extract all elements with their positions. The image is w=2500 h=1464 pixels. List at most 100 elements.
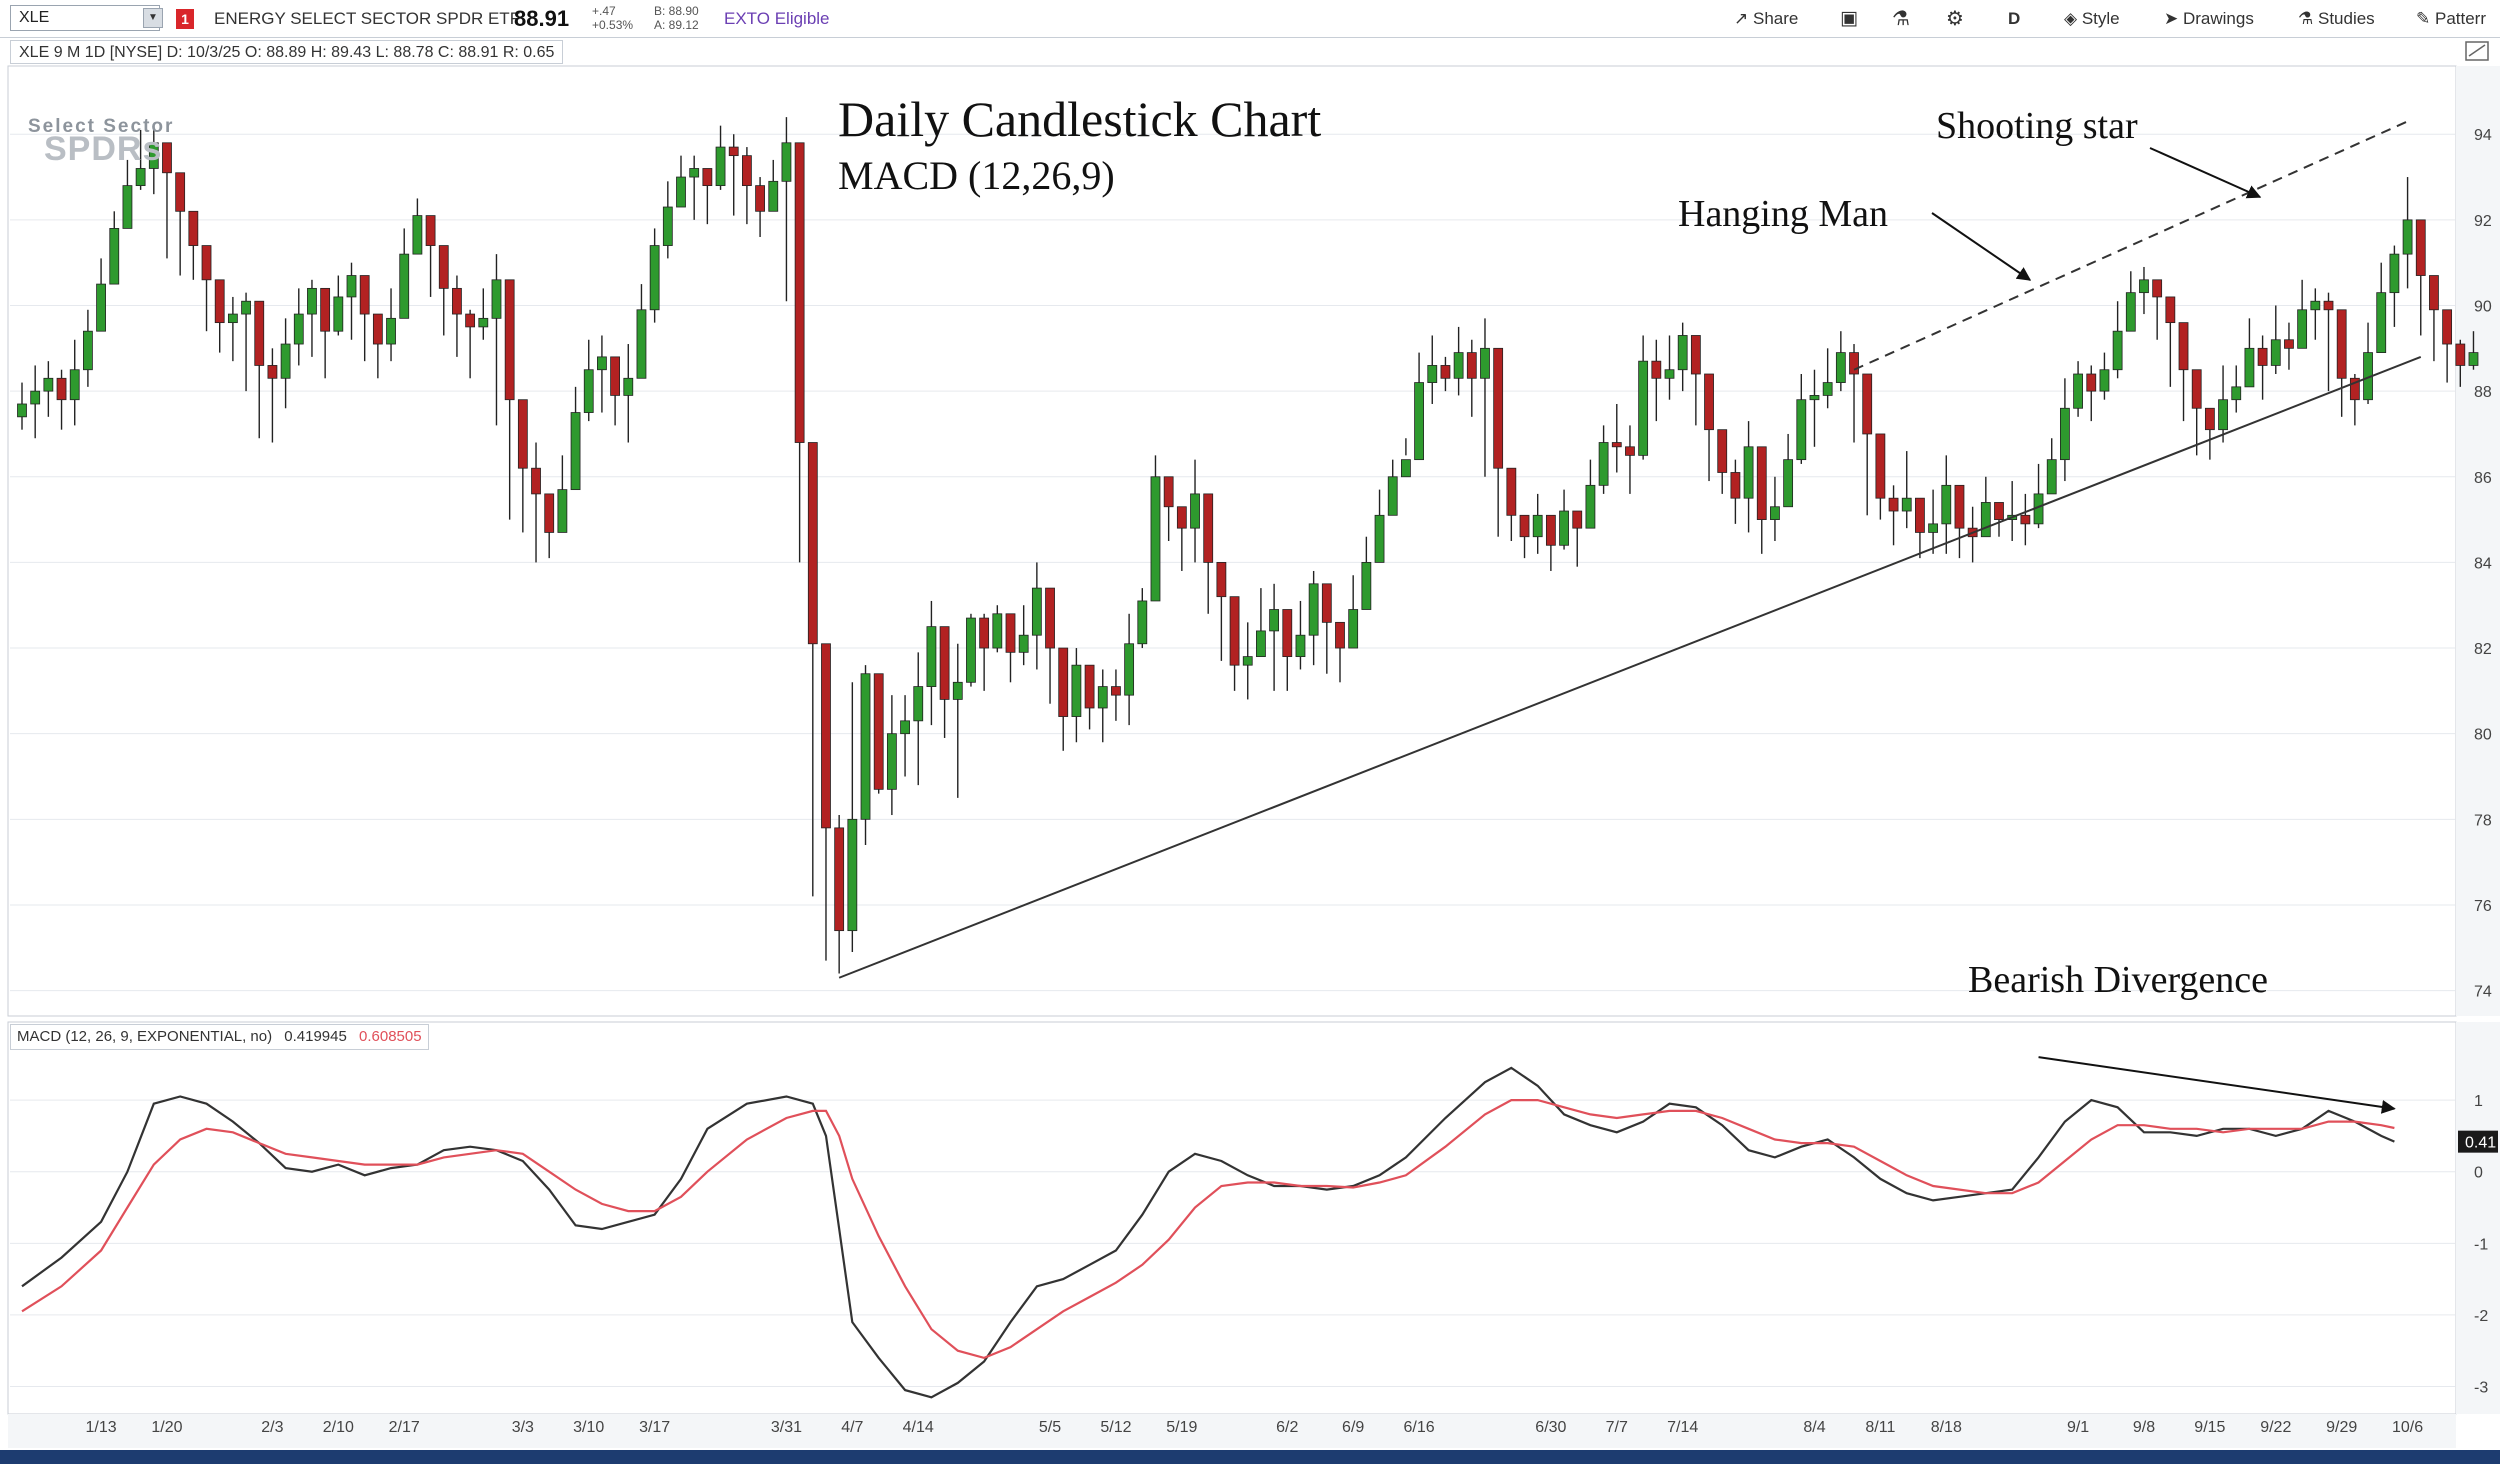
studies-button[interactable]: ⚗ Studies: [2298, 0, 2375, 38]
candle[interactable]: [17, 382, 27, 430]
candle[interactable]: [1849, 344, 1859, 443]
candle[interactable]: [1954, 484, 1965, 559]
candle[interactable]: [148, 129, 159, 195]
candle[interactable]: [2139, 266, 2149, 315]
candle[interactable]: [2402, 177, 2413, 289]
candle[interactable]: [676, 155, 686, 208]
candle[interactable]: [1783, 433, 1794, 508]
candle[interactable]: [122, 159, 133, 229]
candle[interactable]: [1796, 374, 1807, 464]
candle[interactable]: [1229, 596, 1240, 691]
candle[interactable]: [1045, 587, 1055, 704]
gear-icon[interactable]: ⚙: [1946, 8, 1964, 30]
candle[interactable]: [1031, 562, 1042, 670]
candle[interactable]: [412, 198, 423, 255]
candle[interactable]: [1137, 588, 1148, 649]
candle[interactable]: [1427, 335, 1438, 404]
candle[interactable]: [1545, 514, 1556, 571]
candle[interactable]: [1980, 476, 1991, 538]
candle[interactable]: [1348, 575, 1359, 649]
candle[interactable]: [926, 600, 937, 726]
candle[interactable]: [399, 228, 410, 319]
candle[interactable]: [1058, 647, 1069, 751]
candle[interactable]: [583, 339, 594, 422]
candle[interactable]: [43, 361, 54, 417]
candle[interactable]: [834, 815, 845, 974]
candle[interactable]: [2125, 271, 2136, 332]
candle[interactable]: [1901, 451, 1912, 529]
candle[interactable]: [2323, 292, 2334, 392]
candle[interactable]: [69, 339, 80, 426]
candle[interactable]: [517, 399, 528, 533]
candle[interactable]: [1256, 588, 1266, 658]
candle[interactable]: [188, 210, 199, 280]
candle[interactable]: [794, 142, 805, 563]
candle[interactable]: [1598, 425, 1609, 494]
candle[interactable]: [346, 262, 357, 340]
candle[interactable]: [96, 258, 106, 332]
candle[interactable]: [860, 665, 871, 846]
patterns-button[interactable]: ✎ Patterr: [2416, 0, 2486, 38]
candle[interactable]: [280, 318, 291, 409]
candle[interactable]: [293, 288, 304, 366]
candle[interactable]: [307, 279, 317, 357]
candle[interactable]: [491, 254, 502, 426]
candle[interactable]: [1295, 600, 1306, 670]
candle[interactable]: [109, 211, 120, 285]
candle[interactable]: [201, 245, 212, 332]
candle[interactable]: [1111, 669, 1121, 721]
candle[interactable]: [1611, 403, 1622, 473]
candle[interactable]: [1704, 373, 1714, 482]
candle[interactable]: [1651, 339, 1662, 422]
candle[interactable]: [386, 288, 396, 362]
candle[interactable]: [2270, 305, 2281, 375]
candle[interactable]: [267, 348, 278, 443]
candle[interactable]: [728, 134, 739, 216]
candle[interactable]: [1176, 506, 1187, 571]
candle[interactable]: [2389, 245, 2400, 327]
drawings-button[interactable]: ➤ Drawings: [2164, 0, 2254, 38]
candle[interactable]: [438, 245, 449, 336]
candle[interactable]: [1994, 502, 2004, 537]
candle[interactable]: [1572, 510, 1583, 567]
candle[interactable]: [913, 652, 924, 786]
macd-study-label[interactable]: MACD (12, 26, 9, EXPONENTIAL, no) 0.4199…: [10, 1024, 429, 1050]
candle[interactable]: [425, 215, 436, 297]
candle[interactable]: [807, 442, 818, 897]
style-button[interactable]: ◈ Style: [2064, 0, 2120, 38]
candle[interactable]: [715, 125, 726, 190]
candle[interactable]: [241, 292, 251, 392]
candle[interactable]: [1440, 356, 1451, 392]
candle[interactable]: [1625, 425, 1635, 494]
candle[interactable]: [966, 613, 976, 687]
candle[interactable]: [2455, 339, 2466, 387]
candle[interactable]: [2429, 275, 2439, 362]
candle[interactable]: [544, 493, 555, 559]
candle[interactable]: [1915, 497, 1925, 559]
candle[interactable]: [162, 142, 172, 259]
candle[interactable]: [2073, 361, 2083, 417]
symbol-input[interactable]: [10, 5, 160, 31]
candle[interactable]: [1124, 613, 1135, 726]
candle[interactable]: [2178, 322, 2189, 422]
candle[interactable]: [1743, 421, 1754, 533]
candle[interactable]: [2112, 301, 2123, 379]
candle[interactable]: [1387, 459, 1398, 516]
candle[interactable]: [1493, 347, 1504, 537]
candle[interactable]: [1163, 476, 1174, 541]
candle[interactable]: [2204, 407, 2215, 460]
candle[interactable]: [1414, 352, 1424, 461]
candle[interactable]: [372, 313, 383, 379]
aggregation-button[interactable]: D: [2008, 9, 2021, 28]
candle[interactable]: [254, 300, 265, 439]
candle[interactable]: [452, 275, 462, 357]
candle[interactable]: [227, 296, 238, 362]
candle[interactable]: [135, 129, 146, 190]
candle[interactable]: [1690, 335, 1701, 426]
candle[interactable]: [623, 344, 634, 443]
candle[interactable]: [1677, 322, 1688, 392]
candle[interactable]: [504, 279, 515, 520]
candle[interactable]: [755, 177, 765, 237]
candle[interactable]: [2165, 296, 2176, 387]
candle[interactable]: [214, 279, 225, 353]
